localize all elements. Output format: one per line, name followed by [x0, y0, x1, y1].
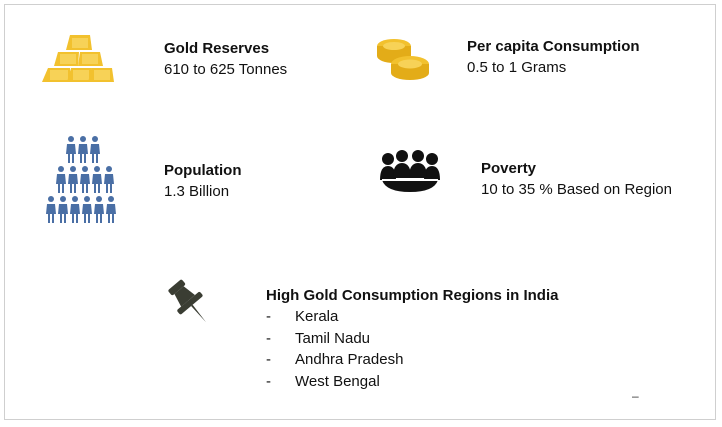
region-name: West Bengal: [295, 372, 380, 390]
population-title: Population: [164, 162, 242, 179]
gold-reserves-stat: Gold Reserves 610 to 625 Tonnes: [164, 39, 287, 81]
population-stat: Population 1.3 Billion: [164, 161, 242, 203]
list-bullet: -: [266, 308, 271, 325]
list-item: - Tamil Nadu: [266, 328, 558, 350]
list-bullet: -: [266, 372, 271, 390]
list-item: - Andhra Pradesh: [266, 349, 558, 371]
list-bullet: -: [266, 329, 271, 347]
region-name: Tamil Nadu: [295, 329, 371, 347]
poverty-stat: Poverty 10 to 35 % Based on Region: [481, 159, 672, 201]
people-group-icon: [380, 150, 440, 192]
per-capita-stat: Per capita Consumption 0.5 to 1 Grams: [467, 37, 640, 79]
gold-reserves-title: Gold Reserves: [164, 40, 270, 57]
people-pyramid-icon: [46, 136, 116, 223]
gold-bars-icon: [42, 35, 114, 82]
per-capita-title: Per capita Consumption: [467, 38, 640, 55]
region-name: Andhra Pradesh: [295, 351, 404, 368]
region-name: Kerala: [295, 308, 339, 325]
list-item: - Kerala: [266, 306, 558, 328]
pushpin-icon: [168, 279, 207, 323]
list-bullet: -: [266, 351, 271, 368]
gold-reserves-value: 610 to 625 Tonnes: [164, 61, 288, 78]
regions-list: - Kerala - Tamil Nadu - Andhra Pradesh - Wes…: [266, 306, 558, 392]
population-value: 1.3 Billion: [164, 183, 230, 200]
slide-frame: [4, 4, 716, 420]
poverty-value: 10 to 35 % Based on Region: [481, 181, 672, 198]
gold-coins-icon: [377, 39, 429, 80]
regions-title: High Gold Consumption Regions in India: [266, 287, 559, 304]
list-item: - West Bengal: [266, 371, 558, 393]
per-capita-value: 0.5 to 1 Grams: [467, 59, 567, 76]
regions-block: High Gold Consumption Regions in India -…: [266, 286, 558, 392]
poverty-title: Poverty: [481, 160, 537, 177]
footer-mark: –: [632, 389, 639, 403]
